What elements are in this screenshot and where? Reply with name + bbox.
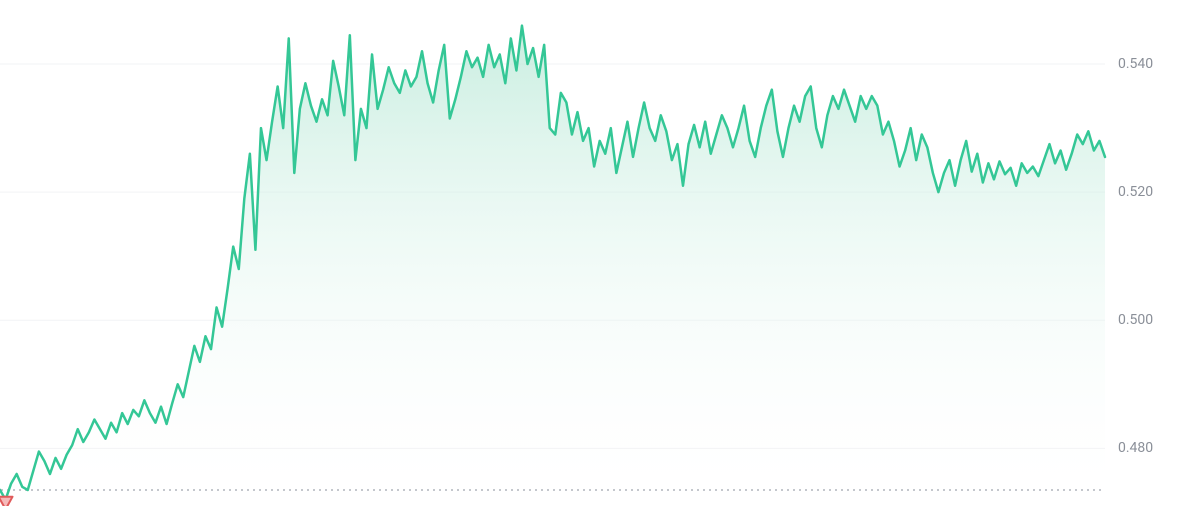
y-tick-label: 0.520 bbox=[1118, 184, 1153, 200]
area-fill bbox=[0, 26, 1105, 506]
y-tick-label: 0.500 bbox=[1118, 312, 1153, 328]
y-tick-label: 0.540 bbox=[1118, 56, 1153, 72]
chart-svg bbox=[0, 0, 1200, 506]
price-chart: 0.480 0.500 0.520 0.540 bbox=[0, 0, 1200, 506]
y-tick-label: 0.480 bbox=[1118, 440, 1153, 456]
